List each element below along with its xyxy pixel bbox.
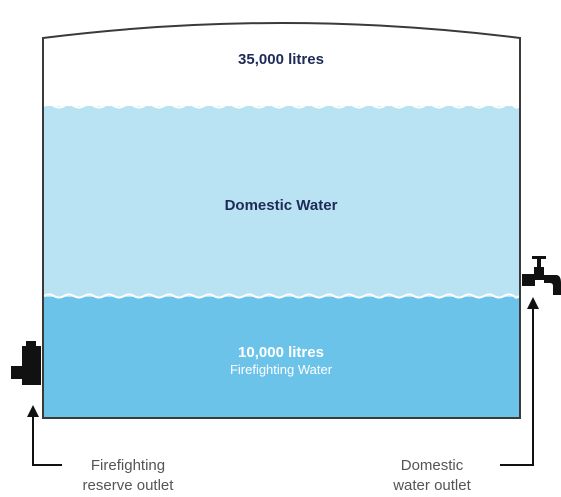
domestic-arrowhead — [527, 297, 539, 309]
domestic-water-surface — [43, 103, 520, 109]
firefighting-outlet-label-line2: reserve outlet — [83, 477, 175, 494]
firefighting-amount-label: 10,000 litres — [238, 344, 324, 361]
firefighting-outlet-fixture — [11, 341, 41, 385]
domestic-callout-arrow — [500, 305, 534, 466]
firefighting-callout-arrow — [32, 413, 62, 466]
firefighting-outlet-label-line1: Firefighting — [91, 457, 165, 474]
tank-outline — [42, 22, 521, 419]
domestic-outlet-label-line1: Domestic — [401, 457, 464, 474]
total-capacity-label: 35,000 litres — [238, 51, 324, 68]
firefighting-water-label: Firefighting Water — [230, 362, 333, 377]
domestic-water-label: Domestic Water — [225, 197, 338, 214]
domestic-water-layer — [43, 106, 520, 297]
firefighting-arrowhead — [27, 405, 39, 417]
firefighting-water-surface — [43, 293, 520, 299]
firefighting-water-layer — [43, 297, 520, 418]
domestic-tap-icon — [522, 256, 561, 295]
domestic-outlet-label-line2: water outlet — [392, 477, 471, 494]
